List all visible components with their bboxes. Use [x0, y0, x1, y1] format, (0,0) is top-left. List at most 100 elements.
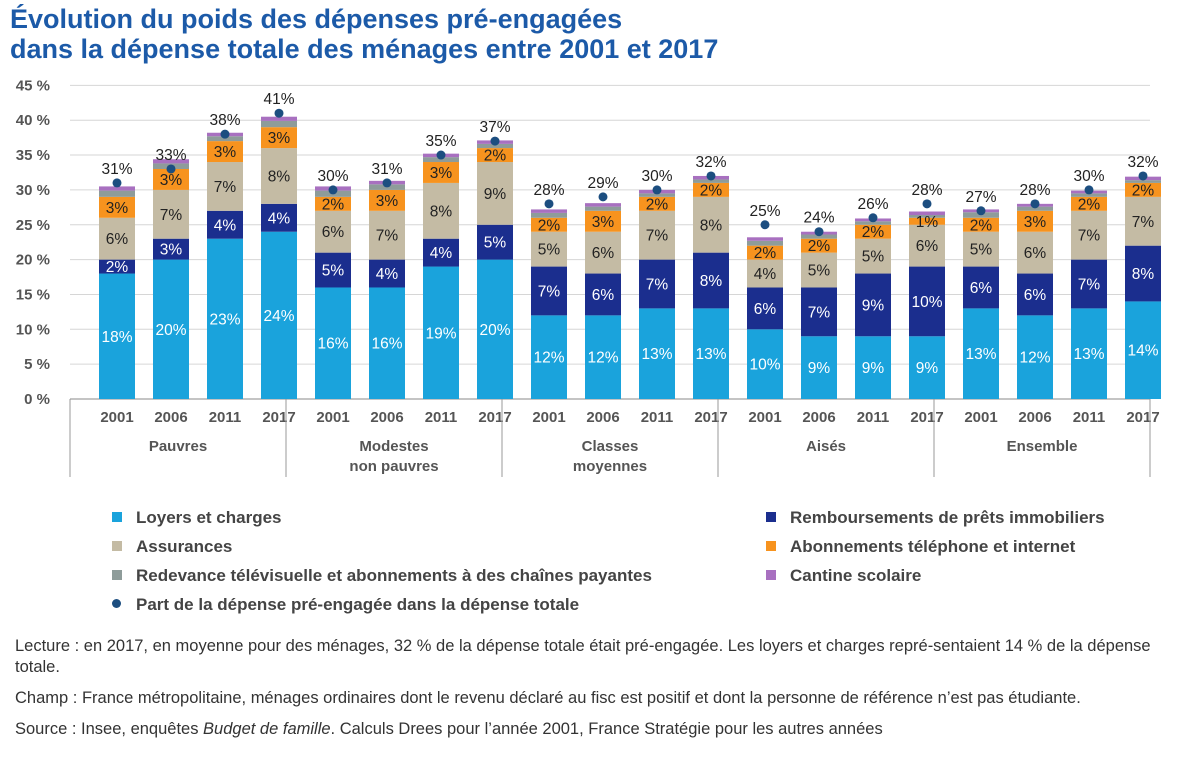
x-tick-year: 2001	[532, 409, 565, 426]
x-tick-year: 2017	[478, 409, 511, 426]
bar-segment	[801, 234, 837, 239]
segment-label: 18%	[101, 329, 132, 346]
y-tick-label: 5 %	[24, 356, 50, 373]
bar-segment	[855, 336, 891, 399]
legend-item-redevance: Redevance télévisuelle et abonnements à …	[112, 566, 652, 586]
total-dot	[1138, 171, 1148, 181]
segment-label: 6%	[754, 301, 777, 318]
bar-segment	[531, 209, 567, 213]
bar-segment	[1125, 182, 1161, 197]
x-tick-year: 2001	[748, 409, 781, 426]
bar-segment	[963, 308, 999, 399]
segment-label: 4%	[754, 266, 777, 283]
x-tick-year: 2006	[370, 409, 403, 426]
bar-segment	[261, 203, 297, 232]
bar-segment	[585, 203, 621, 207]
segment-label: 3%	[1024, 214, 1047, 231]
segment-label: 3%	[214, 144, 237, 161]
legend-swatch-assurances	[112, 541, 122, 551]
x-tick-year: 2017	[1126, 409, 1159, 426]
segment-label: 6%	[970, 280, 993, 297]
segment-label: 13%	[965, 346, 996, 363]
segment-label: 2%	[1132, 182, 1155, 199]
segment-label: 4%	[376, 266, 399, 283]
bar-segment	[423, 157, 459, 163]
y-axis-ticks: 0 % 5 % 10 % 15 % 20 % 25 % 30 % 35 % 40 % 45 %	[16, 77, 50, 408]
bar-segment	[1017, 273, 1053, 316]
bar-segment	[585, 210, 621, 232]
bar-segment	[207, 162, 243, 211]
bar-segment	[909, 214, 945, 218]
legend-label-redevance: Redevance télévisuelle et abonnements à …	[136, 566, 652, 585]
segment-label: 7%	[160, 207, 183, 224]
bar-segment	[909, 266, 945, 337]
bar-segment	[963, 217, 999, 232]
total-dot	[652, 185, 662, 195]
segment-label: 5%	[808, 263, 831, 280]
bar-segment	[531, 231, 567, 267]
bar-segment	[747, 287, 783, 330]
segment-label: 5%	[322, 263, 345, 280]
segment-label: 2%	[862, 224, 885, 241]
legend-item-abonnements: Abonnements téléphone et internet	[766, 537, 1075, 557]
total-label: 28%	[1019, 182, 1050, 199]
bar-segment	[855, 238, 891, 274]
bar-segment	[639, 196, 675, 211]
bar-segment	[1125, 301, 1161, 399]
segment-label: 2%	[808, 238, 831, 255]
segment-label: 6%	[106, 231, 129, 248]
segment-label: 4%	[268, 210, 291, 227]
bar-segment	[477, 143, 513, 149]
bar-segment	[531, 266, 567, 316]
bar-segment	[99, 190, 135, 197]
bar-segment	[909, 336, 945, 399]
bar-segment	[1071, 210, 1107, 260]
x-tick-year: 2017	[694, 409, 727, 426]
legend-item-loyers: Loyers et charges	[112, 508, 282, 528]
segment-label: 1%	[916, 214, 939, 231]
bar-segment	[1017, 315, 1053, 399]
segment-label: 9%	[484, 186, 507, 203]
segment-label: 12%	[533, 350, 564, 367]
legend-item-assurances: Assurances	[112, 537, 232, 557]
y-tick-label: 35 %	[16, 147, 50, 164]
legend-swatch-abonnements	[766, 541, 776, 551]
bar-segment	[747, 240, 783, 246]
notes: Lecture : en 2017, en moyenne pour des m…	[15, 636, 1185, 750]
bar-segment	[531, 217, 567, 232]
bar-segment	[477, 148, 513, 163]
total-dot	[382, 178, 392, 188]
segment-label: 10%	[749, 357, 780, 374]
bar-segment	[585, 315, 621, 399]
bar-segment	[747, 237, 783, 241]
total-label: 27%	[965, 189, 996, 206]
segment-label: 2%	[646, 196, 669, 213]
segment-label: 3%	[268, 130, 291, 147]
note-champ: Champ : France métropolitaine, ménages o…	[15, 689, 1081, 707]
bar-segment	[207, 210, 243, 239]
y-tick-label: 0 %	[24, 391, 50, 408]
segment-label: 7%	[1132, 214, 1155, 231]
segment-label: 16%	[317, 336, 348, 353]
bar-segment	[369, 210, 405, 260]
bar-segment	[423, 238, 459, 267]
group-label: Aisés	[806, 438, 846, 455]
segment-label: 8%	[268, 168, 291, 185]
bar-segment	[585, 206, 621, 211]
bar-segment	[423, 266, 459, 399]
bar-segment	[747, 245, 783, 260]
bar-segment	[153, 159, 189, 164]
segment-label: 7%	[646, 228, 669, 245]
note-source-italic: Budget de famille	[203, 720, 331, 738]
segment-label: 5%	[484, 235, 507, 252]
legend-item-cantine: Cantine scolaire	[766, 566, 921, 586]
segment-label: 4%	[430, 245, 453, 262]
bar-segment	[693, 196, 729, 253]
group-label: Modestes	[359, 438, 428, 455]
total-label: 30%	[641, 168, 672, 185]
segment-label: 3%	[592, 214, 615, 231]
bar-segment	[1125, 196, 1161, 246]
bar-segment	[423, 162, 459, 183]
x-axis: 2001 2006 2011 2017 Pauvres 2001 2006 2011 2017 M…	[69, 399, 1160, 477]
bar-segment	[153, 168, 189, 190]
